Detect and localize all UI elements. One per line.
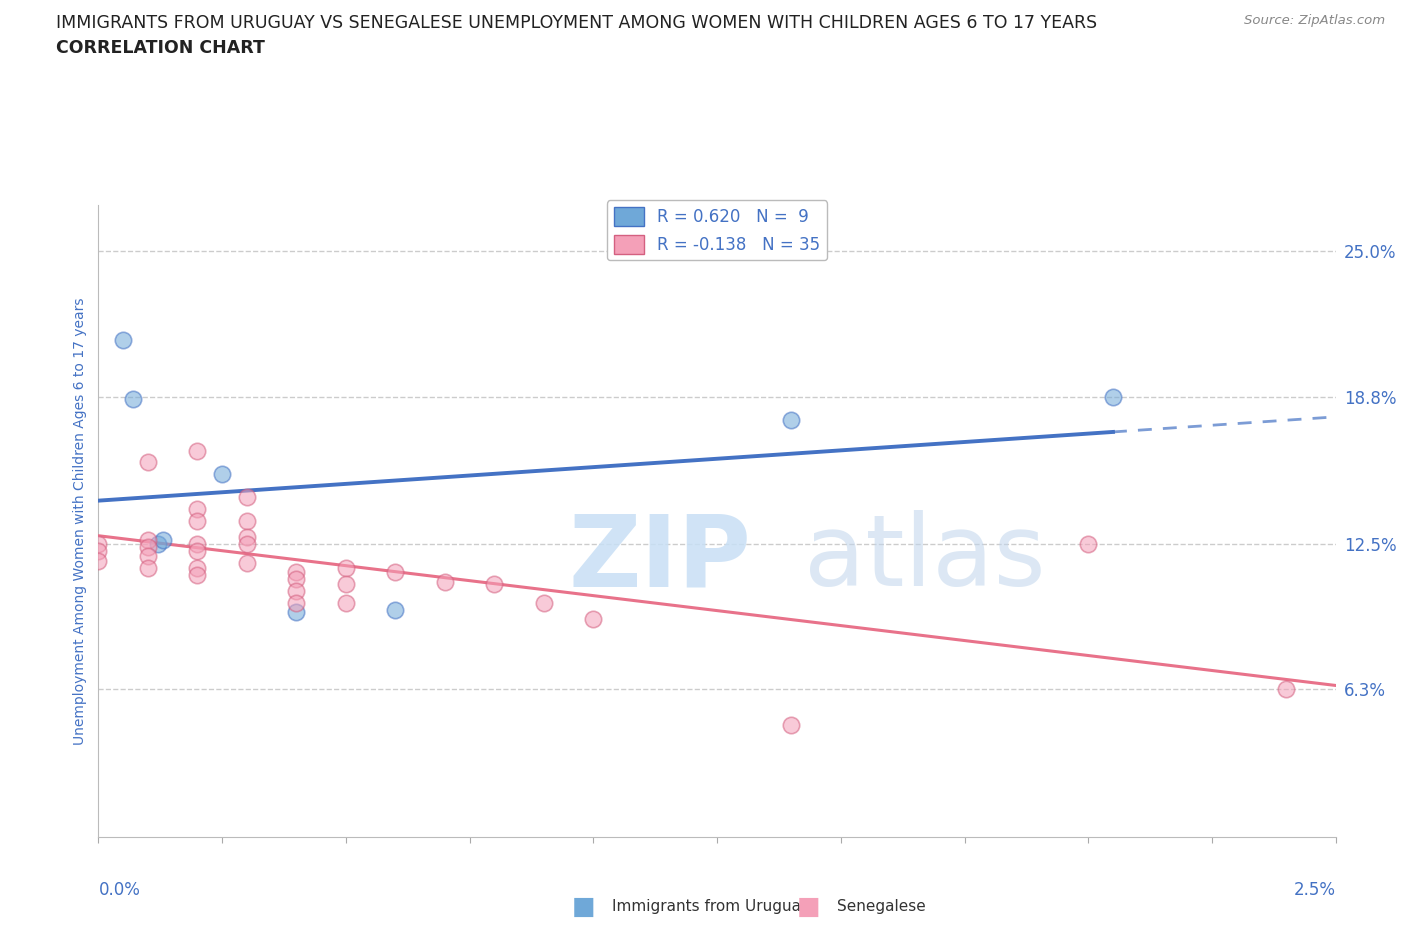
Point <box>186 544 208 559</box>
Point <box>186 567 208 582</box>
Point <box>236 555 259 570</box>
Point <box>236 537 259 551</box>
Text: 0.0%: 0.0% <box>98 882 141 899</box>
Point <box>186 443 208 458</box>
Point <box>484 577 506 591</box>
Point <box>780 717 803 732</box>
Point <box>285 584 308 599</box>
Point <box>87 544 110 559</box>
Text: CORRELATION CHART: CORRELATION CHART <box>56 39 266 57</box>
Point <box>186 537 208 551</box>
Point <box>236 513 259 528</box>
Point <box>433 574 456 589</box>
Point <box>780 413 803 428</box>
Point <box>236 530 259 545</box>
Point <box>112 333 135 348</box>
Point <box>87 537 110 551</box>
Point <box>1077 537 1099 551</box>
Text: Senegalese: Senegalese <box>837 899 925 914</box>
Text: IMMIGRANTS FROM URUGUAY VS SENEGALESE UNEMPLOYMENT AMONG WOMEN WITH CHILDREN AGE: IMMIGRANTS FROM URUGUAY VS SENEGALESE UN… <box>56 14 1097 32</box>
Point <box>122 392 145 406</box>
Point <box>335 560 357 575</box>
Text: ■: ■ <box>797 895 820 919</box>
Point <box>285 565 308 579</box>
Text: Source: ZipAtlas.com: Source: ZipAtlas.com <box>1244 14 1385 27</box>
Point <box>146 537 169 551</box>
Text: 2.5%: 2.5% <box>1294 882 1336 899</box>
Point <box>136 532 159 547</box>
Point <box>384 603 406 618</box>
Point <box>87 553 110 568</box>
Text: ZIP: ZIP <box>568 511 751 607</box>
Point <box>186 501 208 516</box>
Point <box>335 595 357 610</box>
Point <box>136 539 159 554</box>
Text: atlas: atlas <box>804 511 1045 607</box>
Point <box>152 532 174 547</box>
Point <box>136 560 159 575</box>
Text: ■: ■ <box>572 895 595 919</box>
Legend: R = 0.620   N =  9, R = -0.138   N = 35: R = 0.620 N = 9, R = -0.138 N = 35 <box>607 200 827 260</box>
Point <box>186 560 208 575</box>
Point <box>285 595 308 610</box>
Y-axis label: Unemployment Among Women with Children Ages 6 to 17 years: Unemployment Among Women with Children A… <box>73 297 87 745</box>
Point <box>186 513 208 528</box>
Point <box>335 577 357 591</box>
Point <box>211 467 233 482</box>
Point <box>1275 682 1298 697</box>
Text: Immigrants from Uruguay: Immigrants from Uruguay <box>612 899 810 914</box>
Point <box>285 604 308 619</box>
Point <box>285 572 308 587</box>
Point <box>1102 390 1125 405</box>
Point <box>136 455 159 470</box>
Point <box>582 612 605 627</box>
Point <box>236 490 259 505</box>
Point <box>136 549 159 564</box>
Point <box>533 595 555 610</box>
Point <box>384 565 406 579</box>
